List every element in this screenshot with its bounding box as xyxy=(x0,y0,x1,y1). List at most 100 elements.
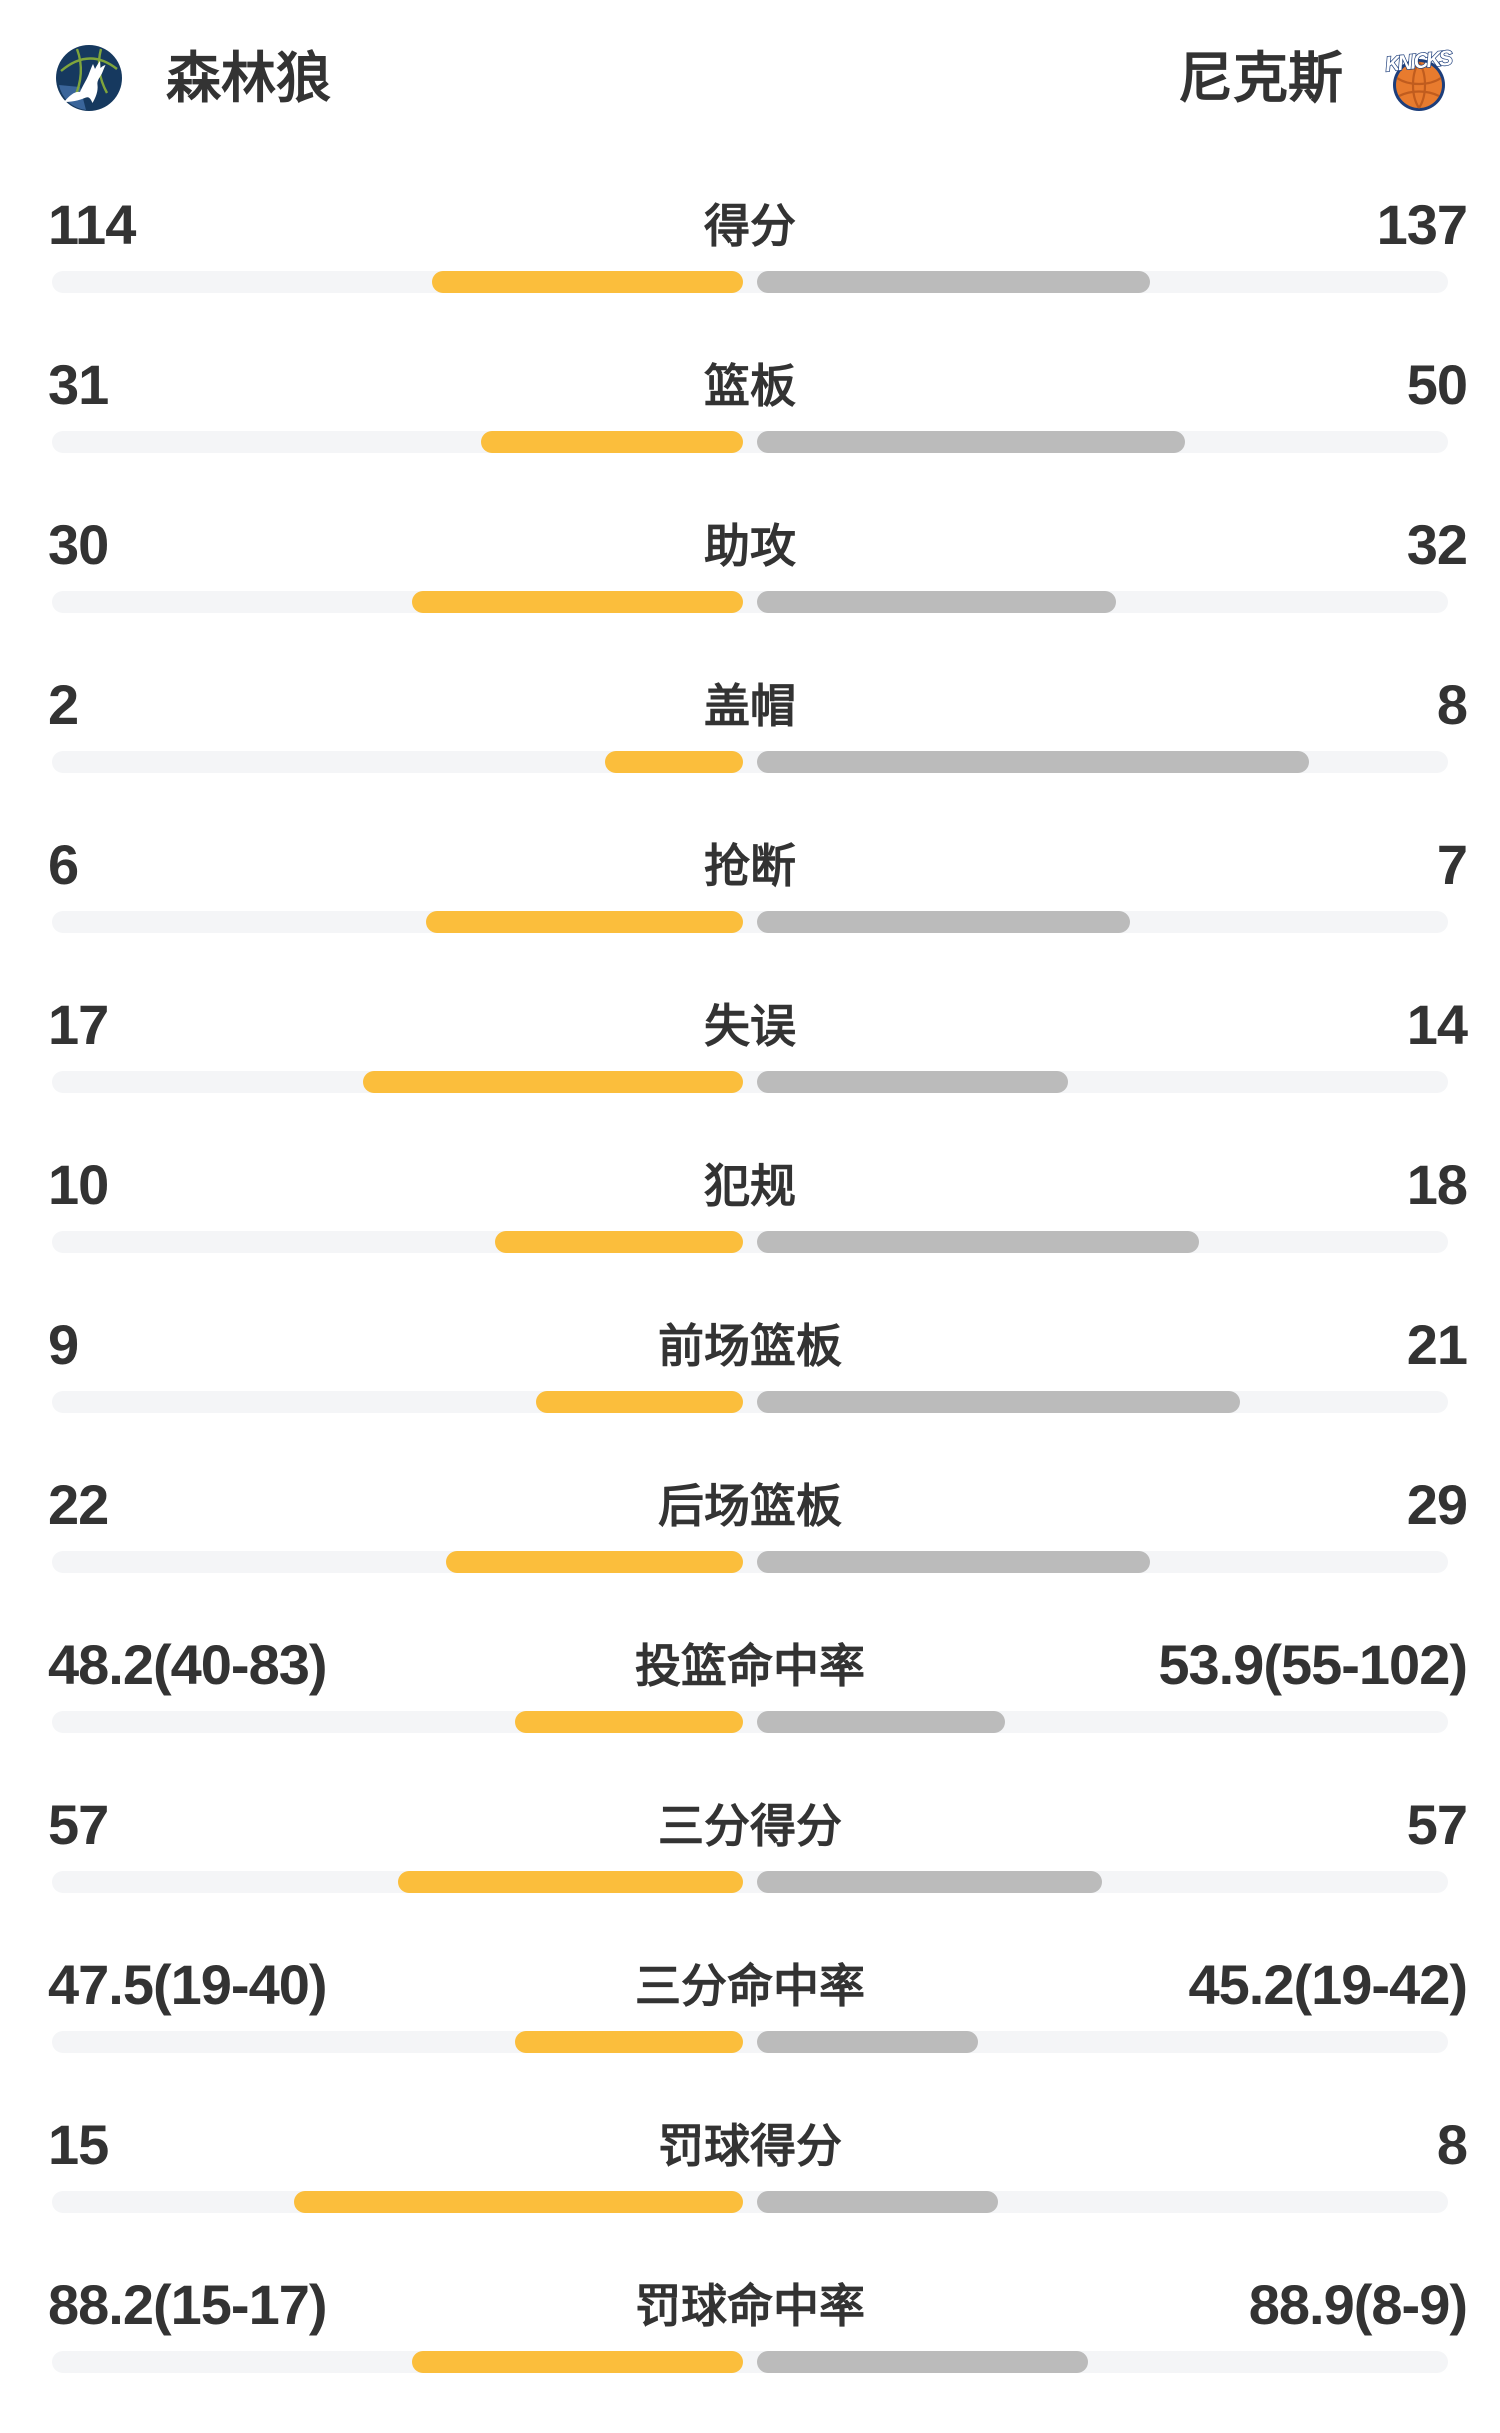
stat-row: 2 盖帽 8 xyxy=(0,673,1500,833)
home-bar xyxy=(294,2191,743,2213)
home-bar xyxy=(398,1871,743,1893)
stat-bar-track xyxy=(52,1071,1448,1093)
stat-values-line: 2 盖帽 8 xyxy=(0,673,1500,737)
stat-label: 罚球得分 xyxy=(658,2120,842,2172)
stat-label: 后场篮板 xyxy=(658,1480,842,1532)
away-bar xyxy=(757,2191,998,2213)
stat-row: 114 得分 137 xyxy=(0,193,1500,353)
home-bar xyxy=(446,1551,743,1573)
stat-values-line: 10 犯规 18 xyxy=(0,1153,1500,1217)
home-value: 17 xyxy=(48,993,109,1056)
stat-bar-track xyxy=(52,1871,1448,1893)
home-value: 48.2(40-83) xyxy=(48,1633,328,1696)
home-bar xyxy=(412,591,743,613)
away-value: 45.2(19-42) xyxy=(1188,1953,1468,2016)
away-bar xyxy=(757,1551,1150,1573)
stat-label: 三分得分 xyxy=(658,1800,842,1852)
away-value: 14 xyxy=(1406,993,1468,1056)
home-bar xyxy=(426,911,743,933)
stat-values-line: 22 后场篮板 29 xyxy=(0,1473,1500,1537)
stat-values-line: 114 得分 137 xyxy=(0,193,1500,257)
knicks-logo-icon: KNICKS xyxy=(1383,46,1455,111)
home-value: 22 xyxy=(48,1473,109,1536)
stat-bar-track xyxy=(52,1391,1448,1413)
away-value: 57 xyxy=(1406,1793,1468,1856)
home-bar xyxy=(515,2031,743,2053)
stat-bar-track xyxy=(52,1711,1448,1733)
stat-bar-track xyxy=(52,1231,1448,1253)
stat-row: 48.2(40-83) 投篮命中率 53.9(55-102) xyxy=(0,1633,1500,1793)
away-team-name: 尼克斯 xyxy=(1177,47,1343,109)
home-value: 10 xyxy=(48,1153,109,1216)
stat-row: 31 篮板 50 xyxy=(0,353,1500,513)
stat-label: 抢断 xyxy=(704,840,796,892)
stat-bar-track xyxy=(52,2031,1448,2053)
away-bar xyxy=(757,431,1185,453)
stat-row: 9 前场篮板 21 xyxy=(0,1313,1500,1473)
away-bar xyxy=(757,1071,1068,1093)
home-value: 9 xyxy=(48,1313,79,1376)
away-value: 32 xyxy=(1406,513,1468,576)
stat-values-line: 57 三分得分 57 xyxy=(0,1793,1500,1857)
match-stats-header: 森林狼 尼克斯 KNICKS xyxy=(0,0,1500,193)
stat-label: 投篮命中率 xyxy=(635,1640,865,1692)
stat-bar-track xyxy=(52,751,1448,773)
home-value: 31 xyxy=(48,353,109,416)
stat-bar-track xyxy=(52,271,1448,293)
stat-row: 88.2(15-17) 罚球命中率 88.9(8-9) xyxy=(0,2273,1500,2433)
away-bar xyxy=(757,1391,1240,1413)
home-value: 2 xyxy=(48,673,79,736)
away-bar xyxy=(757,1231,1199,1253)
home-value: 57 xyxy=(48,1793,109,1856)
away-bar xyxy=(757,751,1309,773)
stat-values-line: 17 失误 14 xyxy=(0,993,1500,1057)
home-bar xyxy=(515,1711,743,1733)
stat-row: 30 助攻 32 xyxy=(0,513,1500,673)
stat-row: 6 抢断 7 xyxy=(0,833,1500,993)
home-bar xyxy=(481,431,743,453)
stat-label: 三分命中率 xyxy=(635,1960,865,2012)
home-bar xyxy=(605,751,743,773)
home-value: 114 xyxy=(48,193,136,256)
home-bar xyxy=(363,1071,743,1093)
home-value: 47.5(19-40) xyxy=(48,1953,328,2016)
stat-row: 57 三分得分 57 xyxy=(0,1793,1500,1953)
timberwolves-logo-icon xyxy=(56,45,122,111)
stat-label: 失误 xyxy=(704,1000,796,1052)
stat-label: 前场篮板 xyxy=(658,1320,842,1372)
stat-row: 15 罚球得分 8 xyxy=(0,2113,1500,2273)
stat-row: 17 失误 14 xyxy=(0,993,1500,1153)
home-team-name: 森林狼 xyxy=(166,47,332,109)
away-value: 18 xyxy=(1406,1153,1468,1216)
away-team: 尼克斯 KNICKS xyxy=(1178,44,1455,112)
away-bar xyxy=(757,911,1130,933)
away-value: 29 xyxy=(1406,1473,1468,1536)
stat-label: 助攻 xyxy=(704,520,796,572)
stat-bar-track xyxy=(52,431,1448,453)
stat-bar-track xyxy=(52,591,1448,613)
stat-values-line: 48.2(40-83) 投篮命中率 53.9(55-102) xyxy=(0,1633,1500,1697)
home-team: 森林狼 xyxy=(56,44,331,112)
away-value: 137 xyxy=(1376,193,1468,256)
away-value: 8 xyxy=(1436,2113,1468,2176)
home-bar xyxy=(432,271,743,293)
home-bar xyxy=(536,1391,743,1413)
away-value: 50 xyxy=(1406,353,1468,416)
stat-label: 盖帽 xyxy=(704,680,796,732)
stat-values-line: 47.5(19-40) 三分命中率 45.2(19-42) xyxy=(0,1953,1500,2017)
stat-row: 22 后场篮板 29 xyxy=(0,1473,1500,1633)
knicks-wordmark: KNICKS xyxy=(1384,47,1454,77)
stat-bar-track xyxy=(52,911,1448,933)
stat-values-line: 88.2(15-17) 罚球命中率 88.9(8-9) xyxy=(0,2273,1500,2337)
stat-values-line: 30 助攻 32 xyxy=(0,513,1500,577)
home-bar xyxy=(495,1231,743,1253)
home-value: 88.2(15-17) xyxy=(48,2273,328,2336)
stat-values-line: 6 抢断 7 xyxy=(0,833,1500,897)
away-value: 21 xyxy=(1406,1313,1468,1376)
away-bar xyxy=(757,271,1150,293)
away-bar xyxy=(757,1711,1005,1733)
stat-row: 47.5(19-40) 三分命中率 45.2(19-42) xyxy=(0,1953,1500,2113)
away-bar xyxy=(757,591,1116,613)
away-bar xyxy=(757,1871,1102,1893)
stat-label: 篮板 xyxy=(704,360,796,412)
